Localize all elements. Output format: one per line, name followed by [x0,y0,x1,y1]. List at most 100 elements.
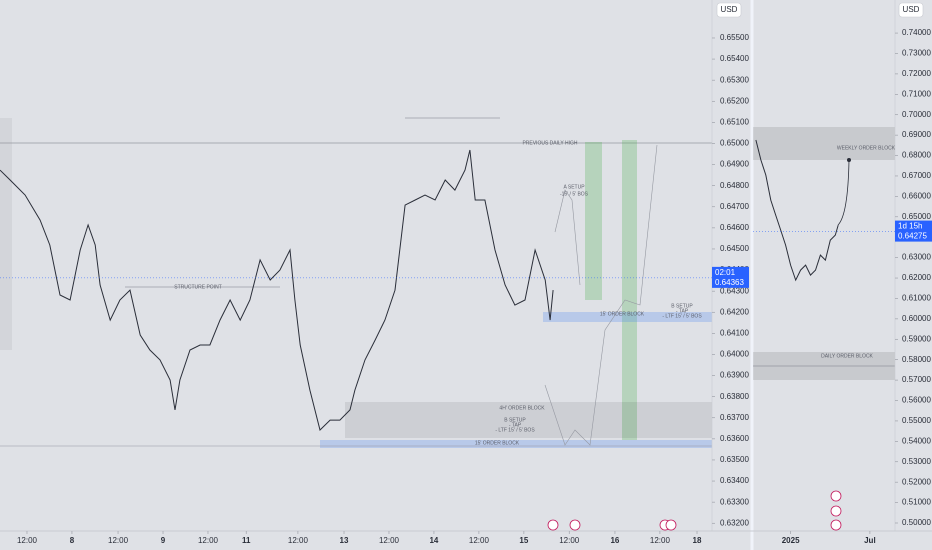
y-tick-label: 0.64000 [720,350,749,359]
x-tick-label: 16 [610,536,619,545]
y-tick-label: 0.63600 [720,434,749,443]
y-tick-label: 0.70000 [902,110,931,119]
x-tick-label: 14 [429,536,438,545]
y-tick-label: 0.63700 [720,413,749,422]
y-tick-label: 0.57000 [902,375,931,384]
y-tick-label: 0.71000 [902,89,931,98]
y-tick-label: 0.51000 [902,498,931,507]
y-tick-label: 0.58000 [902,355,931,364]
y-tick-label: 0.65000 [902,212,931,221]
x-tick-label: 18 [693,536,702,545]
annotation: -15' / 5' BOS [560,191,589,197]
y-tick-label: 0.67000 [902,171,931,180]
x-tick-label: 9 [161,536,166,545]
currency-box [898,2,924,18]
annotation: - TAP [509,422,522,428]
annotation: 15' ORDER BLOCK [600,311,645,317]
x-tick-label: 12:00 [379,536,400,545]
annotation: STRUCTURE POINT [174,284,222,290]
currency-label: USD [721,5,738,14]
zone [0,118,12,350]
event-icon[interactable] [547,519,559,531]
event-icon[interactable] [830,505,842,517]
y-tick-label: 0.65000 [720,139,749,148]
x-tick-label: 2025 [782,536,800,545]
x-tick-label: 8 [70,536,75,545]
annotation: 15' ORDER BLOCK [475,440,520,446]
y-tick-label: 0.64100 [720,328,749,337]
x-tick-label: Jul [864,536,876,545]
projection-path [837,159,850,226]
y-tick-label: 0.64300 [720,286,749,295]
y-tick-label: 0.64800 [720,181,749,190]
y-tick-label: 0.50000 [902,518,931,527]
y-tick-label: 0.60000 [902,314,931,323]
annotation: WEEKLY ORDER BLOCK [837,145,896,151]
x-tick-label: 11 [242,536,251,545]
price-line [755,139,839,282]
y-tick-label: 0.54000 [902,436,931,445]
y-tick-label: 0.62000 [902,273,931,282]
annotation: PREVIOUS DAILY HIGH [522,140,577,146]
annotation: A SETUP [563,184,585,190]
setup-zone [622,140,637,440]
annotation: B SETUP [671,303,693,309]
y-tick-label: 0.63000 [902,253,931,262]
order-block-zone [543,312,712,322]
annotation: DAILY ORDER BLOCK [821,353,873,359]
price-line [0,149,554,431]
annotation: - LTF 15' / 5' BOS [662,313,702,319]
y-tick-label: 0.72000 [902,69,931,78]
y-tick-label: 0.52000 [902,477,931,486]
x-tick-label: 15 [519,536,528,545]
projection-path [544,144,658,446]
annotation: 4H' ORDER BLOCK [499,405,545,411]
y-tick-label: 0.63800 [720,392,749,401]
countdown: 02:01 [715,268,736,277]
price-tag-bg [895,220,932,242]
x-tick-label: 12:00 [650,536,671,545]
y-tick-label: 0.69000 [902,130,931,139]
y-tick-label: 0.55000 [902,416,931,425]
projection-path [554,189,581,286]
event-icon[interactable] [665,519,677,531]
y-tick-label: 0.64700 [720,202,749,211]
y-tick-label: 0.65200 [720,96,749,105]
x-tick-label: 12:00 [198,536,219,545]
y-tick-label: 0.65400 [720,54,749,63]
annotation: B SETUP [504,417,526,423]
x-tick-label: 12:00 [108,536,129,545]
event-icon[interactable] [830,490,842,502]
x-tick-label: 12:00 [288,536,309,545]
y-tick-label: 0.64900 [720,160,749,169]
weekly-zone [753,127,895,160]
annotation: - LTF 15' / 5' BOS [495,427,535,433]
x-tick-label: 13 [340,536,349,545]
y-tick-label: 0.65300 [720,75,749,84]
y-tick-label: 0.73000 [902,49,931,58]
x-tick-label: 12:00 [17,536,38,545]
y-tick-label: 0.74000 [902,28,931,37]
currency-label: USD [903,5,920,14]
y-tick-label: 0.65100 [720,117,749,126]
y-tick-label: 0.56000 [902,396,931,405]
setup-zone [585,142,602,300]
currency-box [716,2,742,18]
event-icon[interactable] [830,519,842,531]
y-tick-label: 0.64500 [720,244,749,253]
price-tag: 0.64363 [715,278,744,287]
y-tick-label: 0.61000 [902,294,931,303]
y-tick-label: 0.63200 [720,518,749,527]
order-block-zone [320,440,712,448]
x-tick-label: 12:00 [469,536,490,545]
y-tick-label: 0.59000 [902,334,931,343]
y-tick-label: 0.68000 [902,151,931,160]
event-icon[interactable] [569,519,581,531]
y-tick-label: 0.66000 [902,191,931,200]
countdown: 1d 15h [898,222,922,231]
y-tick-label: 0.63400 [720,476,749,485]
y-tick-label: 0.65500 [720,33,749,42]
target-dot [847,158,851,162]
y-tick-label: 0.63300 [720,497,749,506]
